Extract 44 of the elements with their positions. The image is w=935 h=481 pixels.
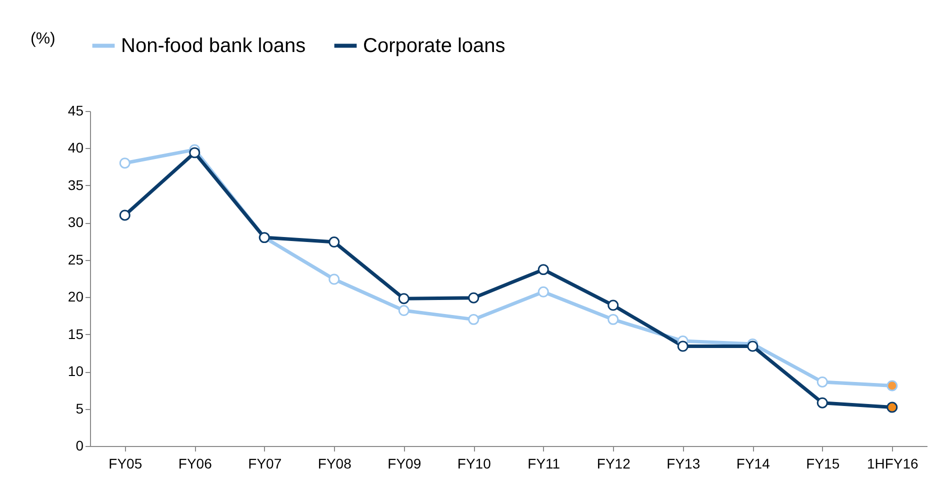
point bbox=[538, 264, 549, 276]
x-tick-label: FY14 bbox=[736, 456, 770, 472]
point bbox=[119, 210, 130, 221]
y-tick-label: 5 bbox=[76, 400, 84, 416]
point bbox=[328, 274, 340, 285]
x-tick-label: FY10 bbox=[457, 456, 492, 472]
point bbox=[538, 286, 549, 298]
point bbox=[468, 314, 480, 325]
point bbox=[468, 292, 480, 304]
y-tick-label: 0 bbox=[76, 438, 84, 454]
legend-label: Non-food bank loans bbox=[121, 34, 306, 57]
point bbox=[747, 340, 758, 352]
x-tick-label: 1HFY16 bbox=[866, 456, 919, 472]
y-tick-label: 35 bbox=[68, 176, 84, 193]
y-tick-label: 20 bbox=[68, 288, 84, 305]
x-tick-label: FY09 bbox=[388, 456, 422, 472]
point bbox=[189, 147, 200, 158]
x-tick-label: FY08 bbox=[318, 456, 352, 472]
x-tick-label: FY07 bbox=[248, 456, 282, 472]
point bbox=[119, 158, 130, 169]
x-tick-label: FY05 bbox=[108, 456, 142, 472]
point bbox=[886, 402, 898, 413]
x-tick-label: FY12 bbox=[596, 456, 631, 472]
y-tick-label: 45 bbox=[68, 102, 84, 118]
point bbox=[328, 236, 340, 248]
x-tick-label: FY15 bbox=[806, 456, 840, 472]
point bbox=[816, 376, 828, 388]
y-tick-label: 40 bbox=[68, 140, 84, 156]
x-tick-label: FY11 bbox=[528, 456, 560, 472]
x-tick-label: FY06 bbox=[178, 456, 212, 472]
point bbox=[608, 300, 619, 311]
point bbox=[398, 305, 410, 316]
y-axis-title: (%) bbox=[30, 30, 56, 48]
x-tick-label: FY13 bbox=[666, 456, 700, 472]
y-tick-label: 15 bbox=[68, 326, 84, 342]
point bbox=[677, 340, 688, 352]
point bbox=[398, 293, 410, 304]
y-tick-label: 10 bbox=[68, 363, 84, 380]
legend-label: Corporate loans bbox=[363, 34, 506, 57]
point bbox=[608, 314, 619, 325]
point bbox=[886, 380, 898, 392]
y-tick-label: 25 bbox=[68, 251, 84, 268]
point bbox=[816, 397, 828, 408]
y-tick-label: 30 bbox=[68, 214, 84, 230]
